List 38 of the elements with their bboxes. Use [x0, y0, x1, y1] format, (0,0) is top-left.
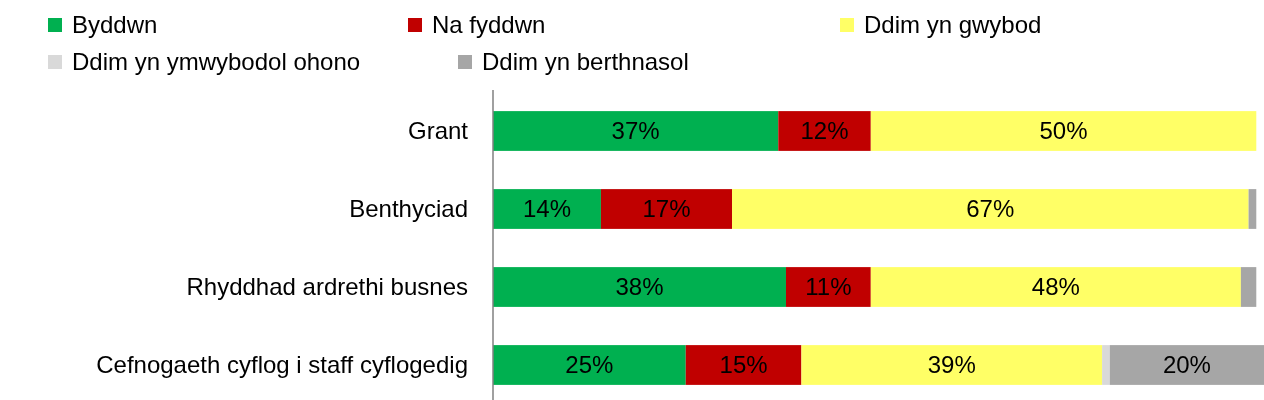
bar: [1248, 189, 1257, 229]
y-tick-label: Cefnogaeth cyflog i staff cyflogedig: [96, 351, 468, 379]
data-label: 25%: [565, 351, 614, 379]
bar: [870, 111, 1257, 151]
legend-label: Byddwn: [72, 11, 158, 39]
data-label: 17%: [642, 195, 691, 223]
data-label: 39%: [927, 351, 976, 379]
bar: [493, 189, 601, 229]
bar: [493, 111, 779, 151]
bar: [1240, 267, 1257, 307]
y-tick-label: Rhyddhad ardrethi busnes: [186, 273, 468, 301]
legend-label: Na fyddwn: [432, 11, 546, 39]
bar: [1109, 345, 1264, 385]
bar: [732, 189, 1249, 229]
bar: [685, 345, 802, 385]
bar: [600, 189, 733, 229]
bar: [493, 345, 686, 385]
legend-label: Ddim yn gwybod: [864, 11, 1042, 39]
legend-label: Ddim yn berthnasol: [482, 48, 689, 76]
data-label: 50%: [1039, 117, 1088, 145]
y-tick-label: Grant: [407, 117, 469, 145]
data-label: 38%: [615, 273, 664, 301]
data-label: 12%: [800, 117, 849, 145]
bar: [778, 111, 871, 151]
legend-label: Ddim yn ymwybodol ohono: [72, 48, 361, 76]
data-label: 11%: [805, 273, 852, 301]
data-label: 48%: [1031, 273, 1080, 301]
y-tick-label: Benthyciad: [349, 195, 468, 223]
data-label: 67%: [966, 195, 1015, 223]
data-label: 37%: [611, 117, 660, 145]
bar: [1102, 345, 1110, 385]
data-label: 14%: [522, 195, 571, 223]
bar: [870, 267, 1241, 307]
bar: [785, 267, 871, 307]
bar: [493, 267, 786, 307]
data-label: 15%: [719, 351, 768, 379]
bar: [801, 345, 1103, 385]
data-label: 20%: [1162, 351, 1211, 379]
